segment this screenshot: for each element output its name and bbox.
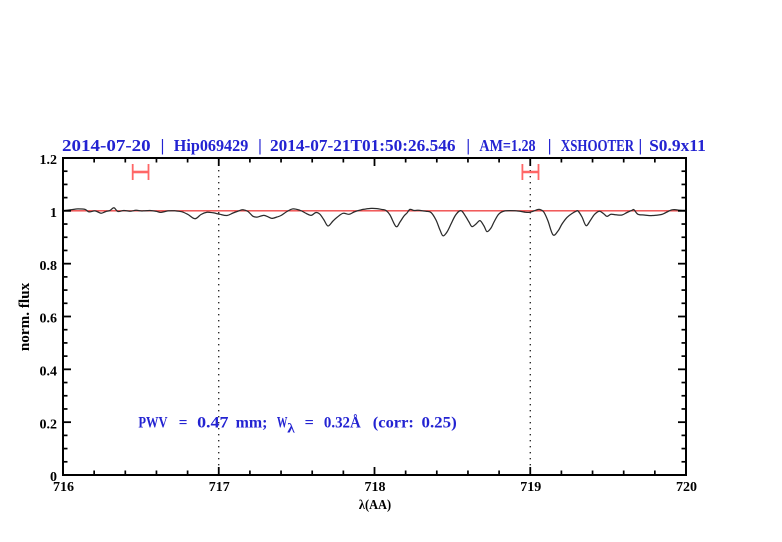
svg-text:(corr:: (corr:: [373, 414, 414, 431]
svg-text:0.47: 0.47: [197, 414, 229, 431]
svg-text:=: =: [305, 414, 314, 431]
svg-text:=: =: [179, 414, 188, 431]
svg-text:718: 718: [365, 480, 386, 495]
svg-text:S0.9x11: S0.9x11: [649, 136, 706, 155]
svg-text:|: |: [638, 136, 642, 155]
svg-text:717: 717: [209, 480, 230, 495]
svg-text:AM=1.28: AM=1.28: [479, 136, 535, 155]
svg-text:|: |: [466, 136, 470, 155]
svg-text:1.2: 1.2: [40, 153, 58, 168]
svg-text:719: 719: [520, 480, 541, 495]
svg-text:mm;: mm;: [236, 414, 268, 431]
svg-text:λ(AA): λ(AA): [359, 497, 391, 512]
svg-text:λ: λ: [287, 421, 295, 436]
svg-text:2014-07-21T01:50:26.546: 2014-07-21T01:50:26.546: [270, 136, 456, 155]
svg-text:0.4: 0.4: [40, 365, 58, 380]
svg-text:0.25): 0.25): [422, 414, 457, 431]
svg-text:Hip069429: Hip069429: [174, 136, 249, 155]
svg-text:0.8: 0.8: [40, 259, 58, 274]
svg-text:PWV: PWV: [138, 414, 168, 431]
svg-text:2014-07-20: 2014-07-20: [62, 136, 151, 155]
svg-text:|: |: [548, 136, 552, 155]
svg-text:|: |: [258, 136, 262, 155]
svg-text:0: 0: [50, 470, 57, 485]
svg-text:716: 716: [53, 480, 74, 495]
svg-text:W: W: [277, 414, 288, 431]
svg-text:|: |: [161, 136, 165, 155]
svg-text:0.6: 0.6: [40, 312, 58, 327]
svg-text:720: 720: [676, 480, 697, 495]
svg-text:XSHOOTER: XSHOOTER: [561, 136, 635, 155]
svg-text:0.32Å: 0.32Å: [324, 414, 362, 431]
svg-text:1: 1: [50, 206, 57, 221]
svg-text:0.2: 0.2: [40, 417, 58, 432]
svg-text:norm. flux: norm. flux: [17, 282, 33, 351]
